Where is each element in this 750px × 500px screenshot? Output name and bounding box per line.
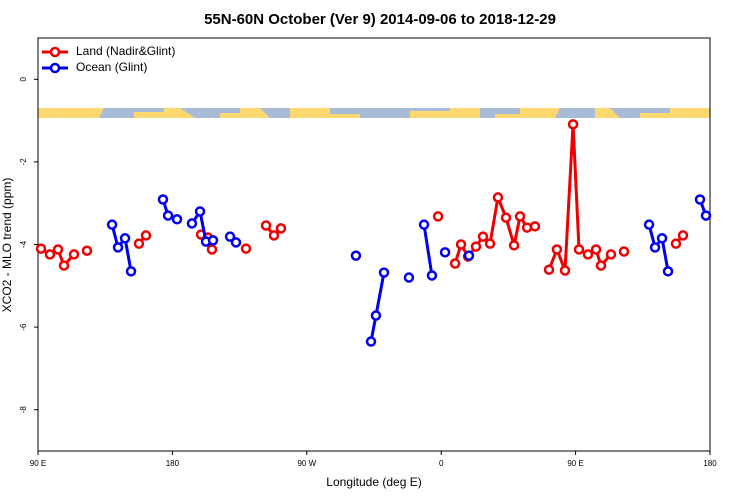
- point: [260, 220, 272, 231]
- point: [268, 230, 280, 241]
- point: [529, 221, 541, 232]
- point: [605, 249, 617, 260]
- point: [662, 266, 674, 277]
- point: [58, 260, 70, 271]
- point: [140, 230, 152, 241]
- point: [656, 233, 668, 244]
- point: [186, 218, 198, 229]
- x-tick-label: 180: [703, 459, 717, 468]
- point: [112, 242, 124, 253]
- point: [700, 210, 712, 221]
- point: [230, 237, 242, 248]
- point: [439, 247, 451, 258]
- point: [350, 250, 362, 261]
- point: [463, 250, 475, 261]
- point: [157, 194, 169, 205]
- point: [206, 244, 218, 255]
- point: [240, 243, 252, 254]
- point: [590, 244, 602, 255]
- legend-label: Ocean (Glint): [76, 60, 147, 74]
- x-tick-label: 90 E: [30, 459, 46, 468]
- point: [418, 219, 430, 230]
- point: [500, 212, 512, 223]
- point: [455, 239, 467, 250]
- point: [403, 272, 415, 283]
- point: [365, 336, 377, 347]
- y-tick-label: -8: [19, 406, 28, 414]
- point: [133, 238, 145, 249]
- point: [194, 206, 206, 217]
- y-tick-label: -6: [19, 323, 28, 331]
- point: [595, 260, 607, 271]
- point: [162, 210, 174, 221]
- point: [378, 267, 390, 278]
- point: [618, 246, 630, 257]
- point: [649, 242, 661, 253]
- point: [207, 235, 219, 246]
- series-line: [110, 198, 708, 342]
- point: [68, 249, 80, 260]
- point: [432, 211, 444, 222]
- point: [35, 243, 47, 254]
- x-tick-label: 90 W: [297, 459, 316, 468]
- point: [52, 244, 64, 255]
- point: [81, 245, 93, 256]
- point: [551, 244, 563, 255]
- point: [694, 194, 706, 205]
- point: [477, 231, 489, 242]
- point: [484, 238, 496, 249]
- legend-label: Land (Nadir&Glint): [76, 44, 175, 58]
- point: [670, 238, 682, 249]
- x-tick-label: 90 E: [567, 459, 583, 468]
- point: [543, 264, 555, 275]
- point: [224, 231, 236, 242]
- y-axis-label: XCO2 - MLO trend (ppm): [0, 178, 14, 313]
- point: [567, 119, 579, 130]
- point: [370, 310, 382, 321]
- point: [492, 192, 504, 203]
- point: [275, 223, 287, 234]
- point: [449, 258, 461, 269]
- point: [521, 222, 533, 233]
- point: [643, 219, 655, 230]
- y-tick-label: -2: [19, 158, 28, 166]
- x-tick-label: 0: [439, 459, 444, 468]
- point: [106, 219, 118, 230]
- point: [559, 265, 571, 276]
- point: [508, 240, 520, 251]
- map-strip: [38, 108, 710, 118]
- point: [119, 233, 131, 244]
- chart-title: 55N-60N October (Ver 9) 2014-09-06 to 20…: [204, 11, 556, 28]
- point: [426, 270, 438, 281]
- x-axis-label: Longitude (deg E): [326, 475, 421, 489]
- point: [582, 249, 594, 260]
- y-tick-label: 0: [19, 77, 28, 82]
- x-tick-label: 180: [166, 459, 180, 468]
- point: [470, 241, 482, 252]
- point: [514, 211, 526, 222]
- point: [44, 249, 56, 260]
- legend-marker: [49, 46, 61, 58]
- point: [573, 244, 585, 255]
- y-tick-label: -4: [19, 240, 28, 248]
- point: [125, 266, 137, 277]
- legend-marker: [49, 62, 61, 74]
- point: [677, 230, 689, 241]
- point: [171, 214, 183, 225]
